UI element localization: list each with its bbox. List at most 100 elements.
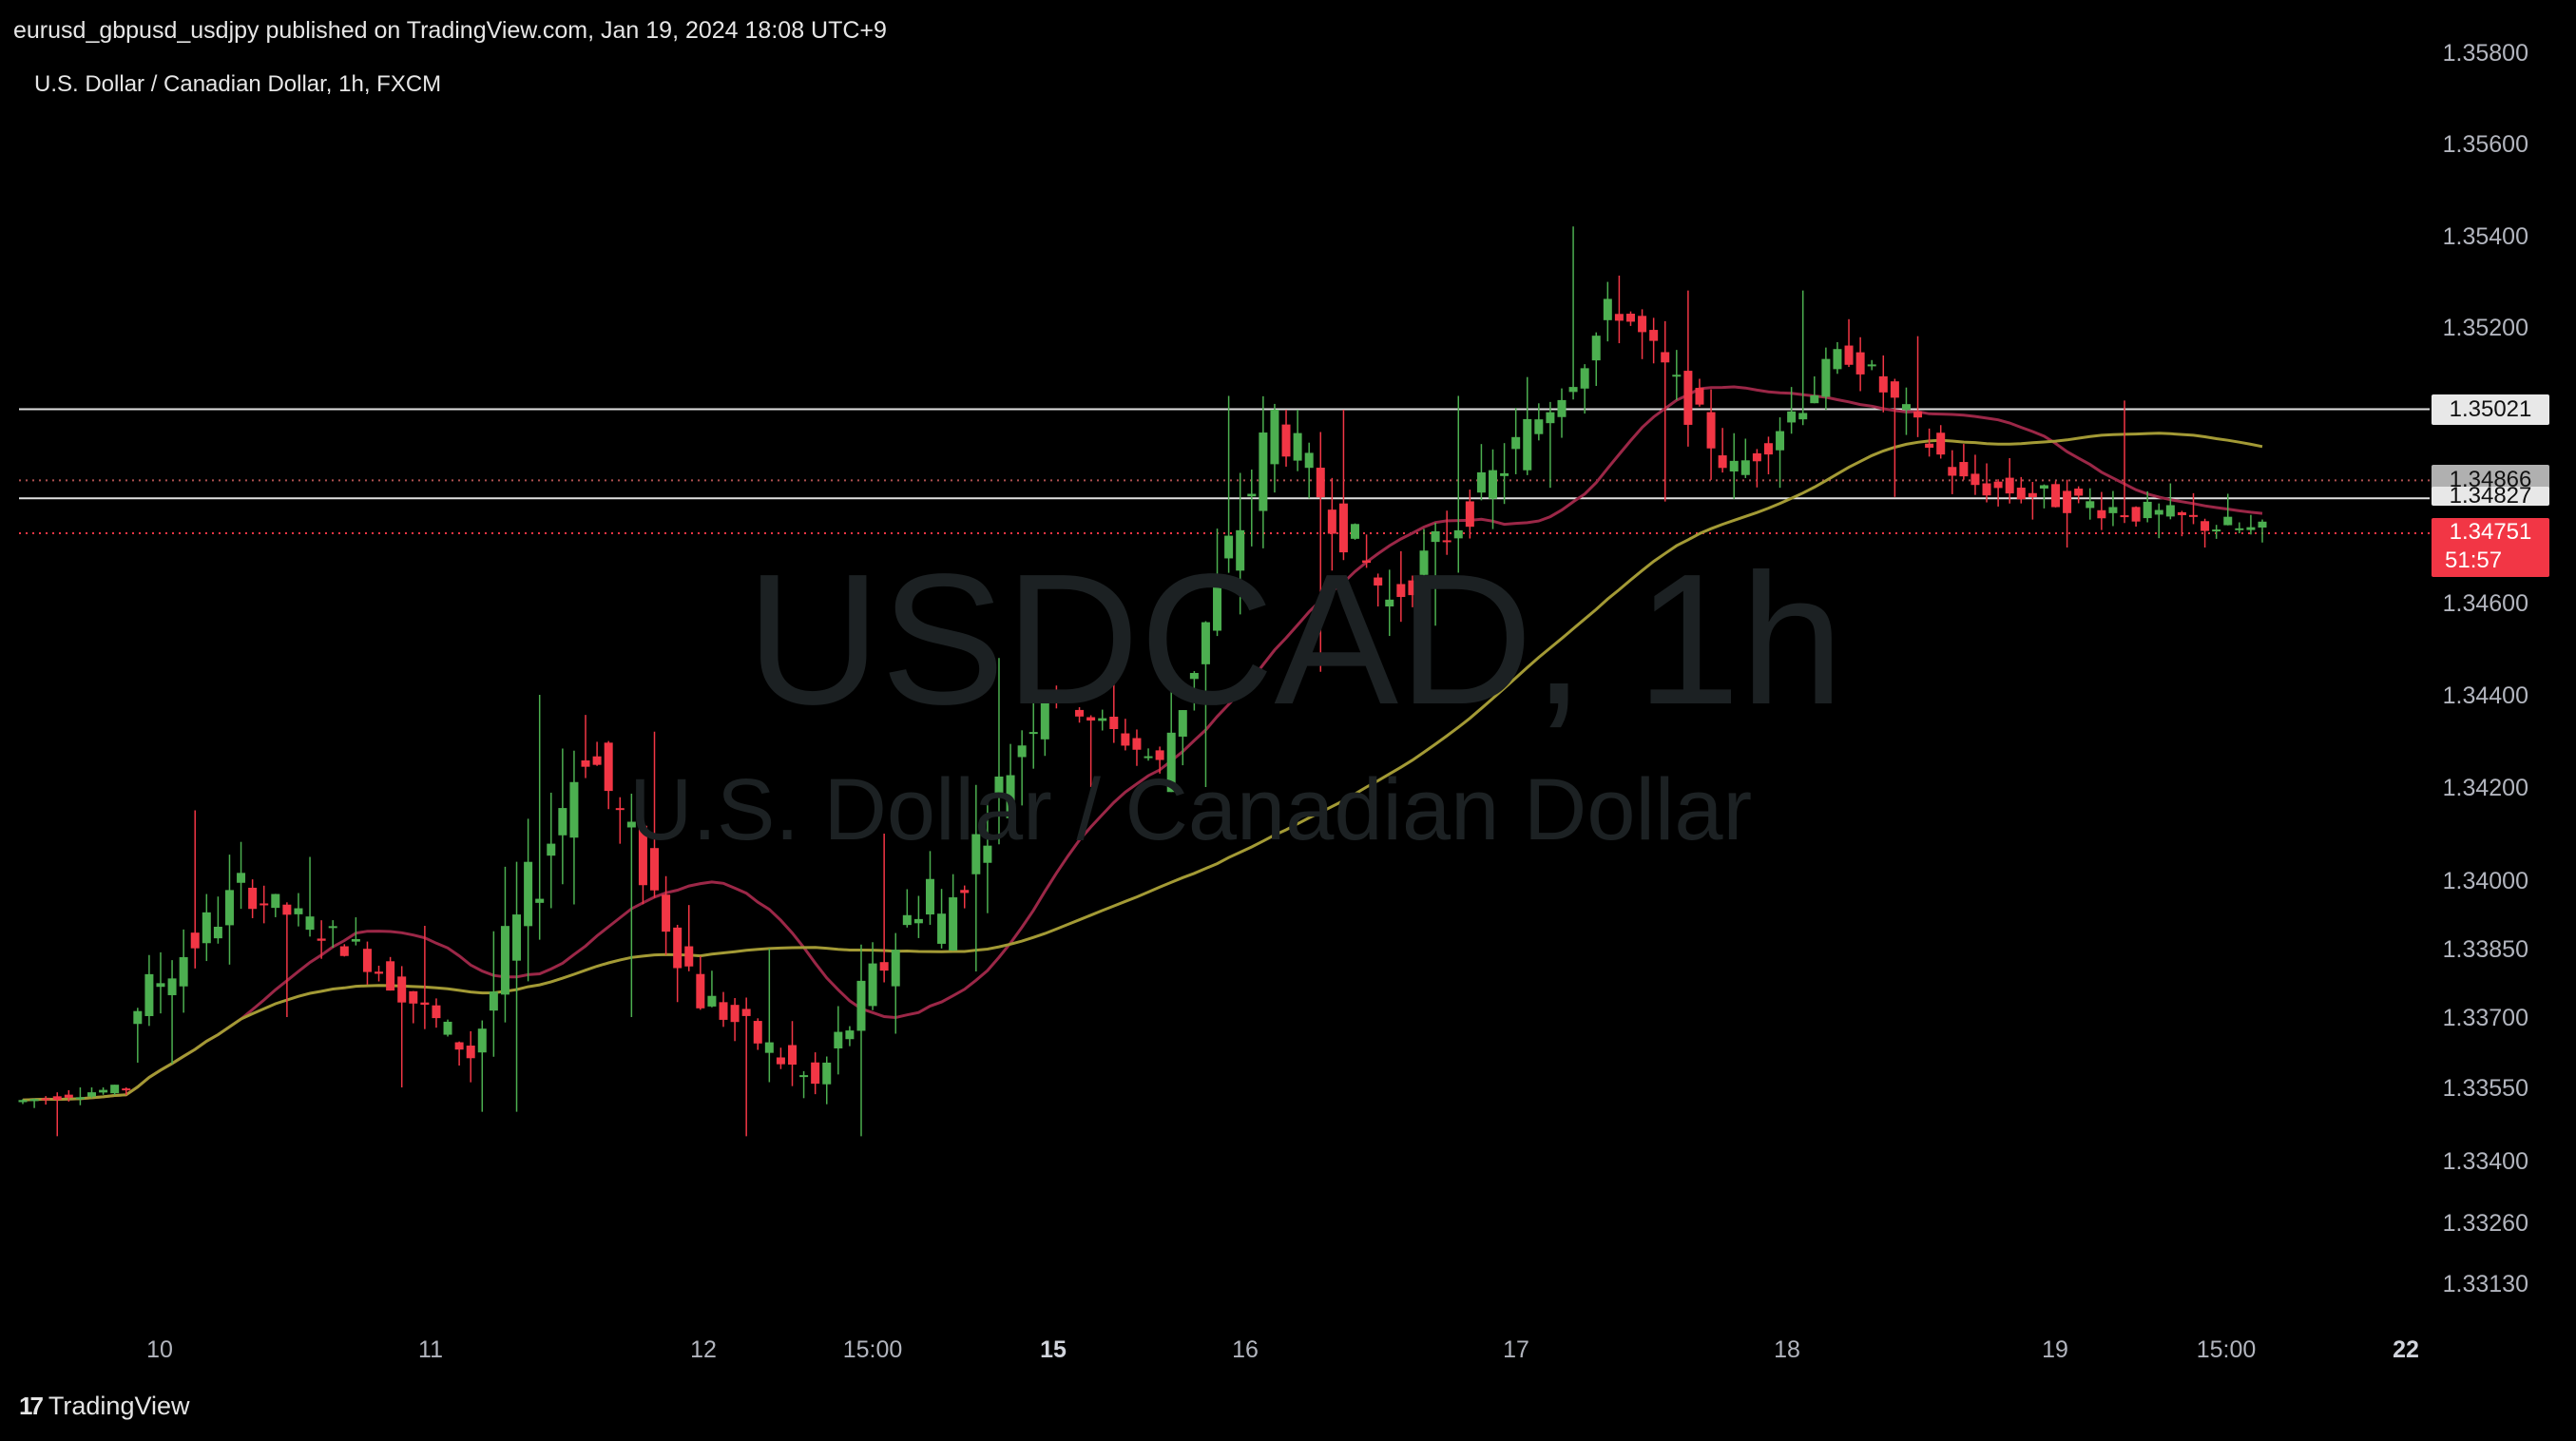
candle-body [1098, 718, 1107, 721]
candle-body [2165, 505, 2175, 517]
y-tick-label: 1.35400 [2443, 223, 2528, 250]
candle-body [581, 759, 590, 767]
ma-fast-line [22, 385, 2263, 1102]
candle-body [547, 843, 556, 856]
candle-body [753, 1021, 762, 1044]
tradingview-logo-icon: 17 [19, 1392, 44, 1420]
candle-body [1959, 462, 1969, 477]
last-price-countdown: 51:57 [2445, 548, 2503, 573]
y-tick-label: 1.34000 [2443, 868, 2528, 894]
candle-body [1672, 375, 1682, 377]
candle-body [1683, 371, 1693, 425]
candle-body [110, 1085, 120, 1094]
candle-body [1121, 733, 1130, 746]
candle-body [41, 1098, 50, 1101]
candle-body [144, 973, 154, 1016]
last-price-tag: 1.34751 51:57 [2432, 518, 2549, 577]
candle-body [1603, 298, 1612, 320]
candle-body [1913, 411, 1923, 418]
candle-body [1982, 483, 1991, 496]
candle-body [949, 897, 958, 951]
brand-label: TradingView [48, 1392, 190, 1420]
candle-body [122, 1088, 131, 1091]
symbol-title[interactable]: U.S. Dollar / Canadian Dollar, 1h, FXCM [34, 71, 442, 97]
candle-body [764, 1042, 774, 1053]
candle-body [466, 1045, 475, 1059]
candle-body [2258, 521, 2267, 528]
x-tick-label: 12 [690, 1336, 717, 1363]
candle-body [133, 1010, 143, 1025]
y-tick-label: 1.33850 [2443, 936, 2528, 963]
candle-body [1925, 443, 1934, 449]
moving-averages [22, 385, 2263, 1102]
candle-body [2189, 514, 2199, 517]
candle-body [719, 1002, 728, 1020]
candle-body [1614, 314, 1624, 321]
x-tick-label: 15:00 [843, 1336, 903, 1363]
candle-body [1867, 364, 1876, 367]
candle-body [604, 742, 613, 792]
candle-body [1476, 471, 1486, 493]
published-line: eurusd_gbpusd_usdjpy published on Tradin… [13, 17, 887, 44]
candle-body [1993, 481, 2003, 489]
candle-body [1408, 580, 1417, 596]
candle-body [799, 1075, 809, 1078]
candle-body [994, 776, 1004, 797]
candle-body [512, 914, 522, 961]
candle-body [1431, 530, 1440, 543]
watermark-name: U.S. Dollar / Canadian Dollar [629, 761, 1753, 858]
candle-body [1224, 535, 1234, 559]
y-tick-label: 1.33130 [2443, 1271, 2528, 1297]
candle-body [2201, 521, 2210, 531]
candle-body [1017, 745, 1027, 758]
candle-body [1787, 411, 1797, 423]
candle-body [2074, 489, 2084, 496]
candle-body [569, 781, 579, 838]
candle-body [879, 962, 889, 971]
tradingview-brand[interactable]: 17 TradingView [19, 1392, 190, 1421]
candle-body [339, 946, 349, 956]
candle-body [1638, 316, 1647, 333]
candle-body [2016, 488, 2026, 500]
candle-body [1178, 710, 1187, 737]
candle-body [432, 1005, 441, 1019]
candle-body [1625, 314, 1635, 322]
candle-body [1489, 470, 1498, 499]
candle-body [1189, 672, 1199, 680]
x-tick-label: 10 [146, 1336, 173, 1363]
candle-body [1706, 412, 1716, 449]
candle-body [282, 904, 292, 915]
candle-body [1109, 716, 1119, 730]
candle-body [1236, 529, 1245, 571]
candle-body [1661, 352, 1670, 363]
candle-body [75, 1097, 85, 1100]
candle-body [891, 950, 900, 987]
candle-body [673, 927, 682, 969]
candle-body [397, 976, 407, 1003]
candle-body [2212, 529, 2221, 532]
candle-body [1500, 472, 1509, 476]
candle-body [1833, 349, 1842, 370]
candle-body [684, 946, 694, 967]
horizontal-levels [19, 408, 2430, 535]
candle-body [626, 821, 636, 828]
candlestick-series [18, 226, 2267, 1137]
candle-body [248, 887, 258, 910]
candle-body [1878, 375, 1888, 393]
candle-body [1374, 577, 1383, 586]
candle-body [1901, 404, 1911, 411]
candle-body [1247, 493, 1257, 497]
candle-body [2028, 492, 2037, 497]
candle-body [305, 916, 315, 931]
candle-body [868, 963, 877, 1007]
candle-body [202, 912, 211, 944]
candle-body [375, 971, 384, 974]
candle-body [1810, 394, 1819, 404]
candle-body [1821, 358, 1831, 397]
candle-body [500, 926, 509, 995]
candle-body [1270, 410, 1279, 465]
candle-body [2246, 527, 2256, 530]
candle-body [1201, 622, 1210, 664]
candle-body [156, 983, 165, 988]
